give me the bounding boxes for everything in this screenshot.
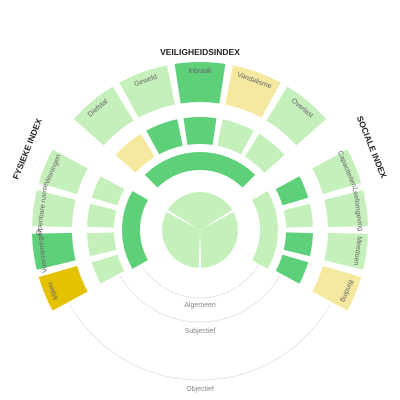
guide-arc-objectief: [69, 304, 331, 381]
middle-segment-woningen: [91, 176, 125, 206]
center-pie-fysiek: [162, 212, 200, 268]
middle-segment-geweld: [146, 119, 183, 155]
title-fysieke-index: FYSIEKE INDEX: [10, 117, 44, 181]
middle-segment-vandalisme: [217, 119, 254, 155]
inner-segment-fysiek: [121, 191, 149, 269]
middle-segment-diefstal: [115, 133, 155, 173]
outer-segment-inbraak: [174, 61, 226, 104]
title-sociale-index: SOCIALE INDEX: [355, 114, 389, 179]
category-label-inbraak: Inbraak: [188, 68, 212, 75]
outer-segment-capaciteiten: [312, 149, 362, 195]
ring-label-subjectief: Subjectief: [185, 328, 216, 335]
middle-segment-milieu: [91, 254, 125, 284]
inner-segment-veiligheid: [144, 152, 256, 188]
middle-segment-binding: [275, 254, 309, 284]
outer-segment-binding: [312, 265, 362, 311]
middle-segment-capaciteiten: [275, 176, 309, 206]
center-pie-sociaal: [200, 212, 238, 268]
outer-segment-woningen: [38, 149, 88, 195]
ring-guide-arcs: [69, 263, 331, 381]
center-pie-veiligheid: [167, 191, 233, 230]
outer-segment-milieu: [38, 265, 88, 311]
outer-segment-diefstal: [73, 86, 134, 146]
ring-label-objectief: Objectief: [186, 386, 214, 393]
guide-arc-subjectief: [119, 275, 281, 323]
category-labels: DiefstalGeweldInbraakVandalismeOverlastC…: [36, 68, 364, 303]
outer-segment-openbare-ruimte: [32, 190, 76, 228]
outer-segment-meedoen: [324, 232, 368, 270]
title-veiligheidsindex: VEILIGHEIDSINDEX: [160, 47, 240, 57]
middle-segment-voorzieningen: [87, 232, 117, 257]
guide-arc-algemeen: [140, 263, 260, 299]
ring-labels: Algemeen Subjectief Objectief: [184, 302, 216, 393]
middle-segment-meedoen: [283, 232, 313, 257]
middle-segment-openbare-ruimte: [87, 203, 117, 228]
outer-segment-voorzieningen: [32, 232, 76, 270]
outer-segment-vandalisme: [225, 65, 281, 118]
outer-segment-leefomgeving: [324, 190, 368, 228]
outer-segment-overlast: [266, 86, 327, 146]
outer-segment-geweld: [119, 65, 175, 118]
category-label-meedoen: Meedoen: [352, 236, 363, 266]
middle-segment-inbraak: [183, 116, 217, 145]
middle-segment-overlast: [245, 133, 285, 173]
middle-segment-leefomgeving: [283, 203, 313, 228]
ring-label-algemeen: Algemeen: [184, 302, 216, 309]
chart-segments: [32, 61, 368, 311]
inner-segment-sociaal: [251, 191, 278, 269]
